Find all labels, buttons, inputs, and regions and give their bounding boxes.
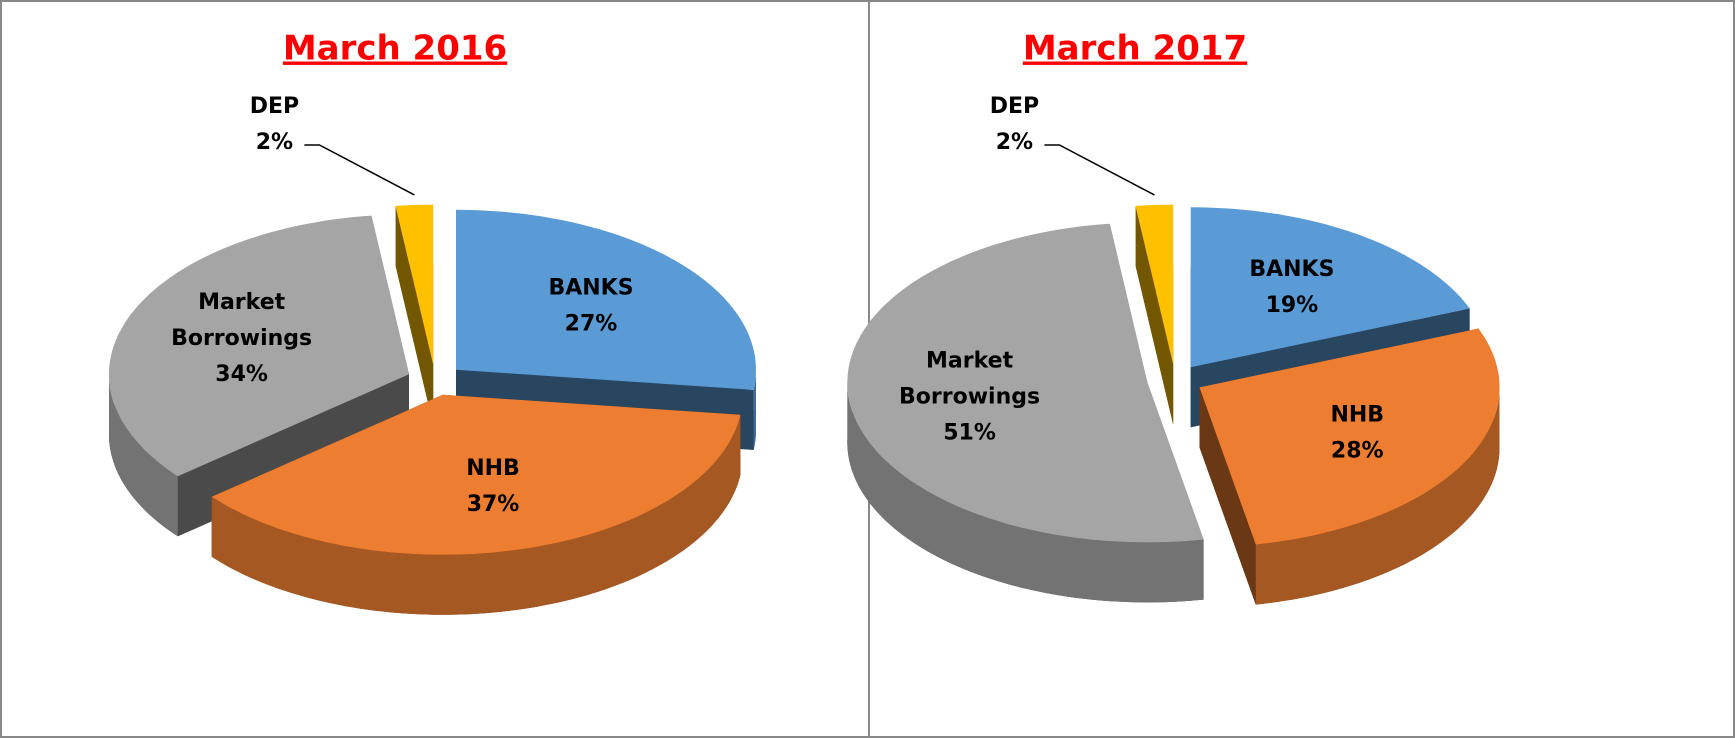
category-label: Borrowings — [171, 326, 312, 351]
category-label: DEP — [250, 94, 299, 119]
slice — [109, 215, 409, 477]
slice — [1190, 207, 1470, 368]
data-label: DEP 2% — [990, 94, 1039, 155]
data-label: Market Borrowings 34% — [171, 290, 312, 387]
slice — [211, 394, 741, 555]
category-label: Market — [198, 290, 286, 315]
value-label: 27% — [565, 311, 618, 336]
data-label: Market Borrowings 51% — [899, 348, 1040, 445]
slice — [456, 209, 756, 390]
slice-wall — [395, 205, 434, 425]
slice-rim — [753, 369, 756, 450]
leader-line — [304, 144, 415, 196]
value-label: 19% — [1266, 293, 1319, 318]
category-label: Market — [926, 348, 1014, 373]
value-label: 37% — [467, 492, 520, 517]
data-label: BANKS 19% — [1249, 257, 1334, 318]
data-label: NHB 28% — [1330, 403, 1384, 464]
chart-title: March 2017 — [1023, 29, 1247, 69]
data-label: BANKS 27% — [548, 275, 633, 336]
value-label: 2% — [996, 130, 1033, 155]
value-label: 2% — [256, 130, 293, 155]
slice — [1135, 204, 1174, 365]
value-label: 28% — [1331, 439, 1384, 464]
category-label: Borrowings — [899, 384, 1040, 409]
slice-wall — [1199, 387, 1256, 605]
category-label: NHB — [466, 456, 520, 481]
slice-rim — [847, 382, 1204, 603]
category-label: DEP — [990, 94, 1039, 119]
slice-rim — [211, 414, 741, 615]
category-label: BANKS — [1249, 257, 1334, 282]
value-label: 34% — [215, 362, 268, 387]
data-label: NHB 37% — [466, 456, 520, 517]
slice — [847, 223, 1204, 543]
slice — [1199, 328, 1500, 545]
chart-title: March 2016 — [283, 29, 507, 69]
slice-wall — [1135, 205, 1174, 425]
data-label: DEP 2% — [250, 94, 299, 155]
slice-rim — [1255, 387, 1500, 605]
value-label: 51% — [943, 420, 996, 445]
slice-rim — [109, 374, 178, 537]
category-label: NHB — [1330, 403, 1384, 428]
leader-line — [1044, 144, 1155, 196]
category-label: BANKS — [548, 275, 633, 300]
slice — [395, 204, 434, 365]
